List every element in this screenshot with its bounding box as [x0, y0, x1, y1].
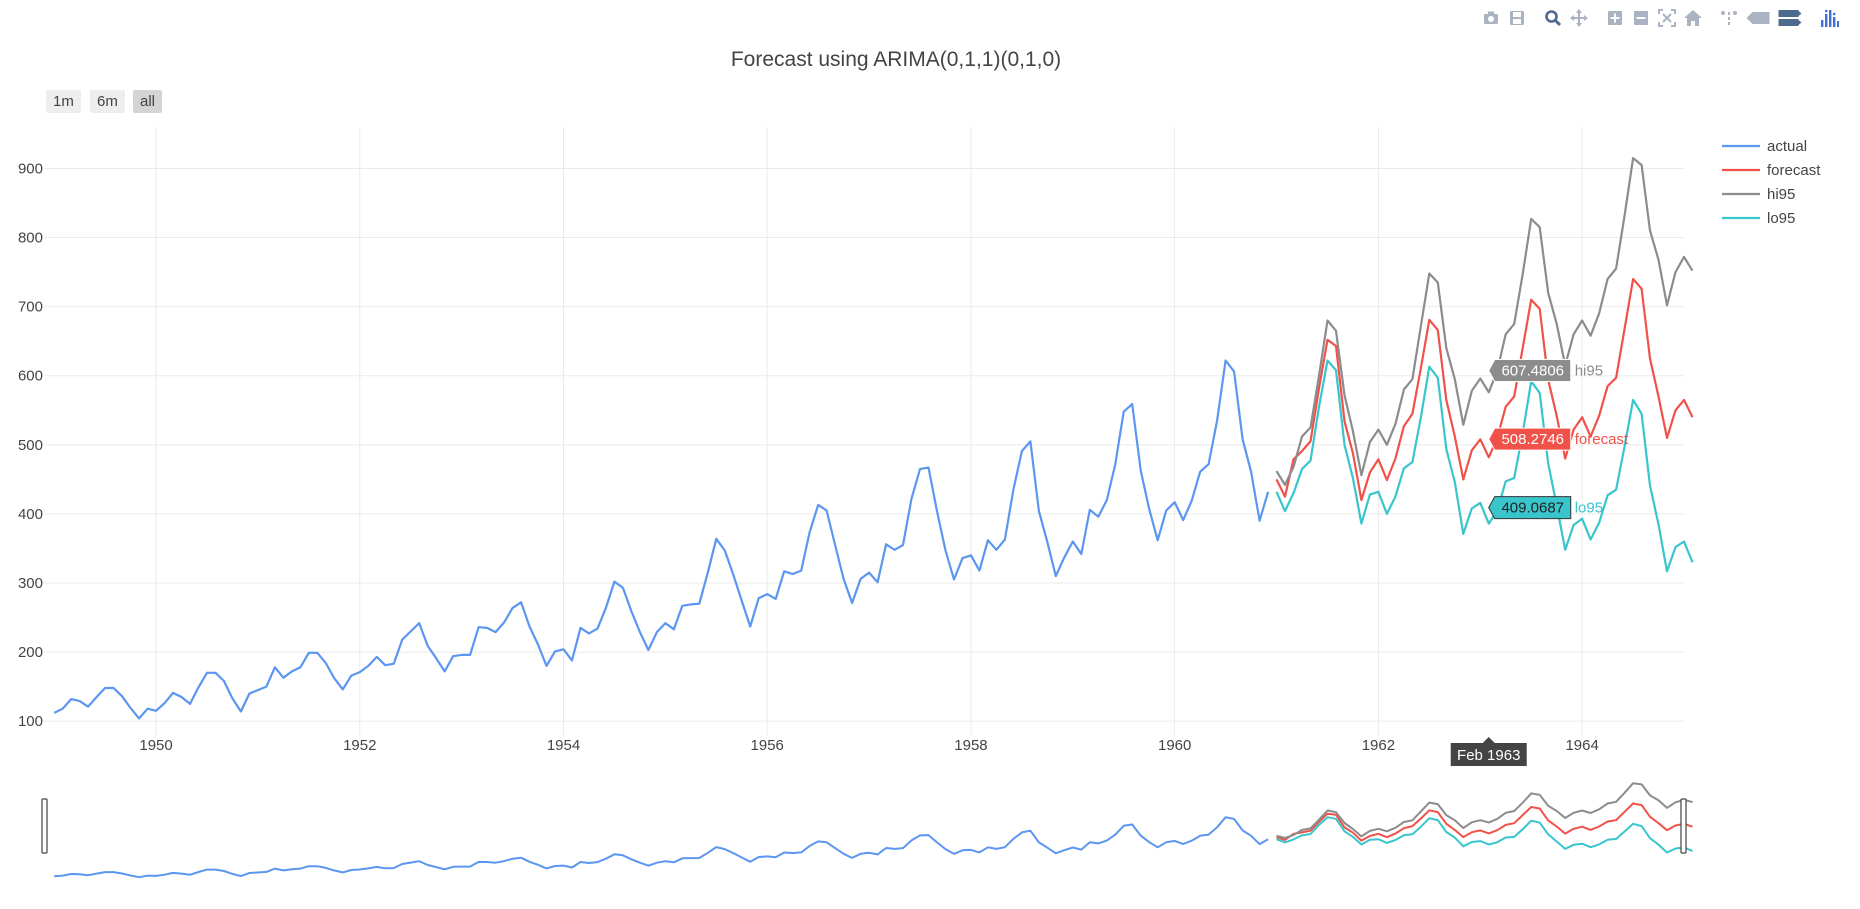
hover-box	[1488, 427, 1572, 451]
range-slider-handle-left[interactable]	[41, 798, 48, 854]
y-tick-label: 100	[18, 713, 43, 730]
hover-x-text: Feb 1963	[1457, 747, 1520, 764]
chart-title: Forecast using ARIMA(0,1,1)(0,1,0)	[731, 48, 1061, 71]
plotly-logo-button[interactable]	[1816, 7, 1842, 29]
range-button-all[interactable]: all	[133, 90, 163, 113]
y-tick-label: 300	[18, 575, 43, 592]
legend-item-forecast[interactable]: forecast	[1722, 162, 1821, 179]
pan-icon	[1570, 9, 1588, 27]
reset-axes-button[interactable]	[1680, 7, 1706, 29]
camera-icon	[1484, 11, 1498, 24]
x-axis: 1950 1952 1954 1956 1958 1960 1962 1964	[139, 737, 1598, 754]
y-tick-label: 600	[18, 368, 43, 385]
hover-series-name: lo95	[1575, 500, 1603, 517]
x-tick-label: 1958	[954, 737, 987, 754]
range-slider-line-lo95	[1276, 816, 1693, 854]
y-tick-label: 700	[18, 299, 43, 316]
y-tick-label: 500	[18, 437, 43, 454]
y-tick-label: 200	[18, 644, 43, 661]
legend-label: actual	[1767, 138, 1807, 155]
modebar	[1478, 6, 1842, 30]
hover-box	[1488, 496, 1572, 520]
range-slider-line-actual	[54, 816, 1269, 879]
spike-lines-button[interactable]	[1716, 7, 1742, 29]
hover-label-forecast: 508.2746 forecast	[1488, 427, 1629, 451]
spike-lines-icon	[1721, 11, 1737, 25]
x-tick-label: 1960	[1158, 737, 1191, 754]
range-button-6m[interactable]: 6m	[90, 90, 125, 113]
plot-area	[53, 157, 1694, 720]
range-slider-line-hi95	[1276, 782, 1693, 839]
camera-button[interactable]	[1478, 7, 1504, 29]
series-line-actual	[53, 359, 1270, 720]
hover-label-hi95: 607.4806 hi95	[1488, 359, 1603, 383]
hover-compare-button[interactable]	[1774, 7, 1806, 29]
y-tick-label: 400	[18, 506, 43, 523]
hover-closest-icon	[1746, 12, 1770, 24]
zoom-icon	[1545, 10, 1562, 27]
hover-series-name: forecast	[1575, 431, 1629, 448]
save-icon	[1510, 11, 1524, 25]
legend-label: hi95	[1767, 186, 1795, 203]
range-slider-line-forecast	[1276, 802, 1693, 842]
plotly-logo-icon	[1821, 9, 1839, 27]
zoom-out-button[interactable]	[1628, 7, 1654, 29]
hover-layer: 607.4806 hi95 508.2746 forecast 409.0687 lo95…	[1450, 359, 1629, 766]
legend-label: lo95	[1767, 210, 1795, 227]
autoscale-icon	[1658, 9, 1676, 27]
hover-series-name: hi95	[1575, 363, 1603, 380]
range-slider	[41, 782, 1693, 879]
legend-label: forecast	[1767, 162, 1821, 179]
reset-axes-icon	[1684, 10, 1702, 26]
legend-item-actual[interactable]: actual	[1722, 138, 1807, 155]
x-tick-label: 1950	[139, 737, 172, 754]
save-button[interactable]	[1504, 7, 1530, 29]
x-tick-label: 1962	[1362, 737, 1395, 754]
pan-button[interactable]	[1566, 7, 1592, 29]
y-tick-label: 900	[18, 160, 43, 177]
hover-value: 607.4806	[1501, 363, 1564, 380]
y-axis: 100 200 300 400 500 600 700 800 900	[18, 160, 43, 730]
autoscale-button[interactable]	[1654, 7, 1680, 29]
zoom-in-button[interactable]	[1602, 7, 1628, 29]
range-button-1m[interactable]: 1m	[46, 90, 81, 113]
hover-compare-icon	[1778, 10, 1802, 26]
legend: actual forecast hi95 lo95	[1722, 138, 1821, 227]
zoom-out-icon	[1634, 11, 1648, 25]
series-line-forecast	[1275, 277, 1694, 502]
hover-label-lo95: 409.0687 lo95	[1488, 496, 1603, 520]
x-tick-label: 1964	[1565, 737, 1598, 754]
x-tick-label: 1956	[751, 737, 784, 754]
hover-value: 508.2746	[1501, 431, 1564, 448]
hover-x-label: Feb 1963	[1450, 737, 1527, 766]
series-line-hi95	[1275, 157, 1694, 486]
zoom-in-icon	[1608, 11, 1622, 25]
legend-item-hi95[interactable]: hi95	[1722, 186, 1795, 203]
y-tick-label: 800	[18, 230, 43, 247]
legend-item-lo95[interactable]: lo95	[1722, 210, 1795, 227]
series-line-lo95	[1275, 359, 1694, 573]
x-tick-label: 1954	[547, 737, 580, 754]
range-slider-handle-right[interactable]	[1680, 798, 1687, 854]
hover-box	[1488, 359, 1572, 383]
x-tick-label: 1952	[343, 737, 376, 754]
hover-closest-button[interactable]	[1742, 7, 1774, 29]
grid	[44, 127, 1684, 735]
hover-x-box	[1450, 737, 1527, 766]
zoom-button[interactable]	[1540, 7, 1566, 29]
hover-value: 409.0687	[1501, 500, 1564, 517]
